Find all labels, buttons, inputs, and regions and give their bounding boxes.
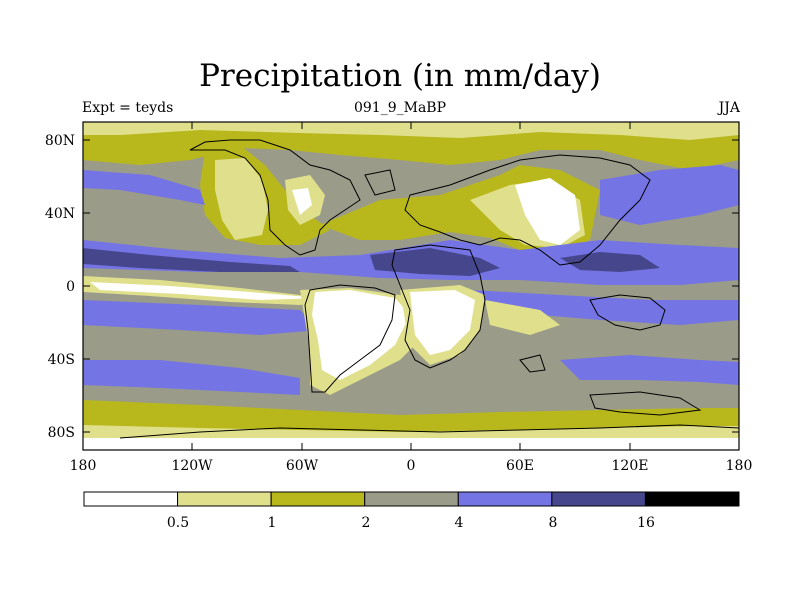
colorbar-swatch xyxy=(270,491,366,507)
colorbar-label: 16 xyxy=(637,515,655,531)
colorbar-label: 1 xyxy=(268,515,277,531)
colorbar-swatch xyxy=(644,491,740,507)
axis-ticks xyxy=(82,122,740,450)
colorbar-label: 0.5 xyxy=(167,515,189,531)
colorbar xyxy=(83,491,740,507)
colorbar-swatch xyxy=(457,491,553,507)
lon-label: 60W xyxy=(286,458,319,474)
lon-label: 180 xyxy=(70,458,97,474)
lon-label: 60E xyxy=(506,458,534,474)
season-label: JJA xyxy=(718,100,740,116)
colorbar-label: 8 xyxy=(549,515,558,531)
precip-field xyxy=(83,122,739,450)
colorbar-swatch xyxy=(551,491,646,507)
continent-outlines xyxy=(119,139,739,439)
experiment-label: Expt = teyds xyxy=(82,100,174,116)
lon-label: 120E xyxy=(612,458,649,474)
lon-label: 120W xyxy=(171,458,213,474)
plot-title: Precipitation (in mm/day) xyxy=(199,58,601,94)
colorbar-label: 2 xyxy=(362,515,371,531)
lat-label: 0 xyxy=(66,279,75,295)
lat-label: 40S xyxy=(48,352,75,368)
lat-label: 80N xyxy=(45,133,75,149)
colorbar-label: 4 xyxy=(455,515,464,531)
colorbar-swatch xyxy=(364,491,459,507)
lon-label: 0 xyxy=(407,458,416,474)
period-label: 091_9_MaBP xyxy=(353,100,447,116)
lon-label: 180 xyxy=(726,458,753,474)
colorbar-swatch xyxy=(83,491,179,507)
colorbar-swatch xyxy=(177,491,272,507)
lat-label: 80S xyxy=(48,425,75,441)
lat-label: 40N xyxy=(45,206,75,222)
